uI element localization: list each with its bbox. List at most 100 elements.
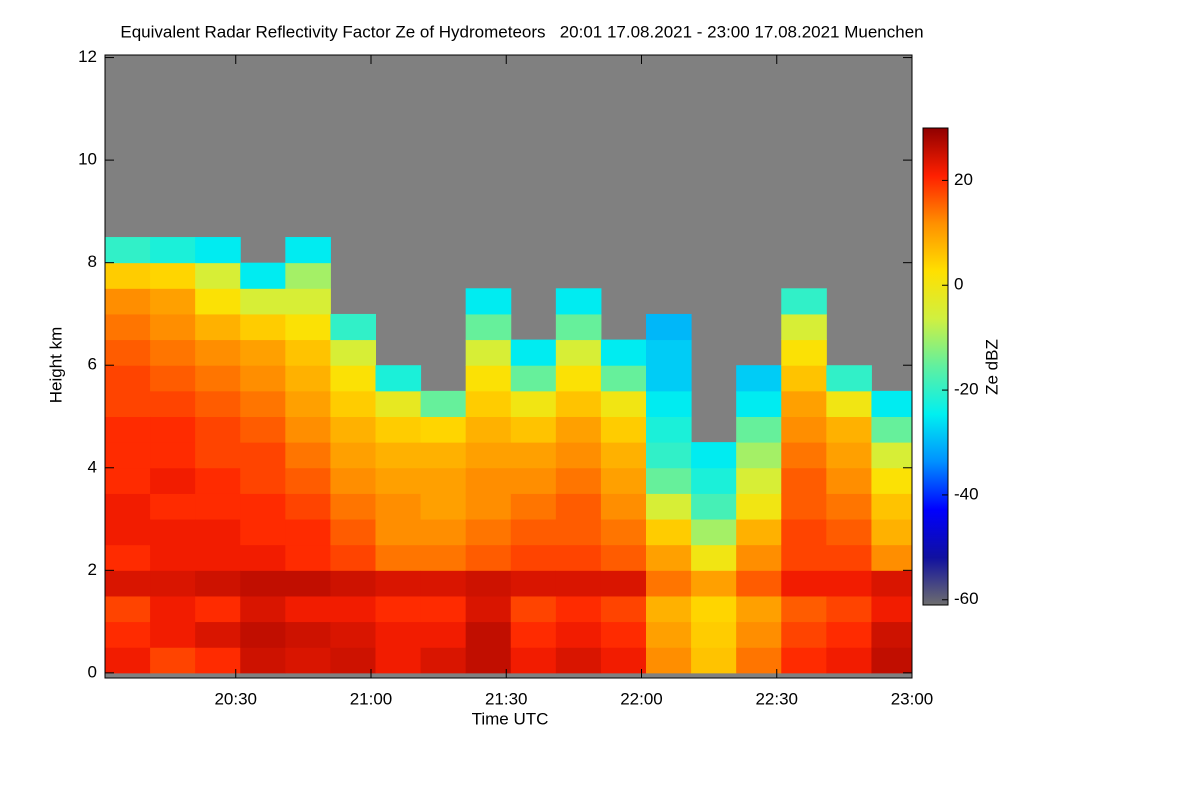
heatmap-cell [871, 621, 912, 648]
heatmap-cell [826, 442, 872, 469]
heatmap-cell [105, 519, 151, 546]
heatmap-cell [465, 570, 512, 597]
heatmap-cell [781, 570, 827, 597]
heatmap-cell [105, 467, 151, 494]
heatmap-cell [330, 442, 377, 469]
heatmap-cell [420, 647, 467, 674]
heatmap-cell [555, 416, 602, 443]
heatmap-cell [195, 237, 241, 264]
heatmap-cell [285, 339, 331, 366]
heatmap-cell [375, 365, 422, 392]
heatmap-cell [646, 390, 692, 417]
heatmap-cell [510, 595, 557, 623]
heatmap-cell [375, 570, 422, 597]
colorbar [922, 127, 949, 606]
x-axis-label: Time UTC [472, 709, 549, 728]
heatmap-cell [105, 570, 151, 597]
heatmap-cell [285, 390, 331, 417]
heatmap-cell [781, 467, 827, 494]
y-tick-label: 4 [88, 457, 97, 476]
heatmap-cell [375, 621, 422, 648]
heatmap-cell [826, 390, 872, 417]
heatmap-cell [195, 621, 241, 648]
heatmap-cell [600, 390, 647, 417]
heatmap-cell [826, 365, 872, 392]
heatmap-cell [420, 442, 467, 469]
colorbar-tick-label: 0 [954, 275, 963, 294]
heatmap-cell [195, 493, 241, 520]
heatmap-cell [375, 595, 422, 623]
x-tick-label: 22:00 [620, 689, 663, 708]
heatmap-cell [105, 237, 151, 264]
heatmap-cell [150, 442, 196, 469]
heatmap-cell [195, 288, 241, 315]
heatmap-cell [646, 544, 692, 571]
heatmap-cell [781, 647, 827, 674]
heatmap-cell [105, 313, 151, 341]
heatmap-cell [736, 570, 782, 597]
heatmap-cell [105, 416, 151, 443]
heatmap-cell [330, 595, 377, 623]
colorbar-tick-label: -20 [954, 380, 979, 399]
heatmap-cell [781, 339, 827, 366]
heatmap-cell [195, 416, 241, 443]
heatmap-cell [330, 621, 377, 648]
heatmap-cell [240, 288, 286, 315]
heatmap-cell [510, 544, 557, 571]
heatmap-cell [150, 647, 196, 674]
heatmap-cell [781, 442, 827, 469]
heatmap-cell [646, 416, 692, 443]
heatmap-cell [646, 647, 692, 674]
heatmap-cell [150, 288, 196, 315]
heatmap-cell [285, 647, 331, 674]
heatmap-cell [510, 339, 557, 366]
heatmap-cell [736, 390, 782, 417]
heatmap-cell [871, 390, 912, 417]
heatmap-cell [691, 621, 737, 648]
heatmap-cell [465, 544, 512, 571]
heatmap-cell [600, 493, 647, 520]
heatmap-cell [736, 416, 782, 443]
heatmap-cell [736, 621, 782, 648]
heatmap-cell [510, 647, 557, 674]
heatmap-cell [646, 595, 692, 623]
heatmap-cell [646, 467, 692, 494]
heatmap-cell [555, 467, 602, 494]
heatmap-cell [150, 390, 196, 417]
heatmap-cell [555, 544, 602, 571]
heatmap-cell [871, 544, 912, 571]
heatmap-cell [150, 467, 196, 494]
heatmap-cell [600, 519, 647, 546]
heatmap-cell [691, 647, 737, 674]
colorbar-tick-label: 20 [954, 170, 973, 189]
heatmap-cell [600, 544, 647, 571]
heatmap-cell [330, 570, 377, 597]
heatmap-cell [510, 493, 557, 520]
heatmap-cell [465, 442, 512, 469]
heatmap-cell [646, 519, 692, 546]
heatmap-cell [826, 647, 872, 674]
heatmap-cell [285, 595, 331, 623]
heatmap-cell [195, 570, 241, 597]
heatmap-cell [826, 621, 872, 648]
heatmap-cell [195, 647, 241, 674]
heatmap-cell [600, 621, 647, 648]
x-tick-label: 20:30 [214, 689, 257, 708]
heatmap-cell [555, 493, 602, 520]
heatmap-cell [781, 390, 827, 417]
x-tick-label: 21:30 [485, 689, 528, 708]
heatmap-cell [420, 390, 467, 417]
heatmap-cell [691, 467, 737, 494]
heatmap-cell [465, 493, 512, 520]
heatmap-cell [375, 442, 422, 469]
heatmap-cell [240, 313, 286, 341]
heatmap-cell [420, 416, 467, 443]
heatmap-cell [375, 493, 422, 520]
heatmap-cell [420, 544, 467, 571]
heatmap-cell [105, 595, 151, 623]
heatmap-cell [736, 365, 782, 392]
heatmap-cell [510, 365, 557, 392]
heatmap-cell [105, 288, 151, 315]
heatmap-cell [510, 416, 557, 443]
